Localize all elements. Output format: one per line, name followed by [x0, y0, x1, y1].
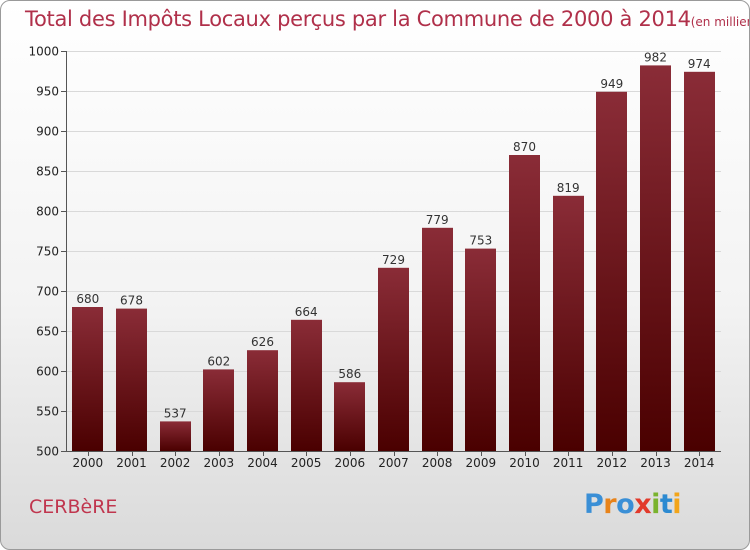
x-tick-label-2009: 2009	[466, 456, 497, 470]
x-tick-label-2012: 2012	[597, 456, 628, 470]
y-tick-label: 800	[36, 205, 59, 219]
x-tick-label-2002: 2002	[160, 456, 191, 470]
bars	[72, 65, 715, 452]
y-tick-label: 700	[36, 285, 59, 299]
bar-2010	[509, 155, 540, 451]
bar-2000	[72, 307, 103, 451]
logo-letter: x	[634, 489, 652, 520]
x-tick-label-2006: 2006	[335, 456, 366, 470]
commune-name: CERBèRE	[29, 496, 118, 518]
y-tick-label: 650	[36, 325, 59, 339]
value-label-2010: 870	[513, 140, 536, 154]
bar-2004	[247, 350, 278, 451]
axes	[61, 51, 721, 456]
bar-2011	[553, 195, 584, 451]
x-tick-label-2011: 2011	[553, 456, 584, 470]
logo-letter: i	[651, 489, 660, 520]
value-label-2006: 586	[338, 367, 361, 381]
x-tick-label-2013: 2013	[640, 456, 671, 470]
logo-letter: o	[616, 489, 635, 520]
value-label-2009: 753	[469, 234, 492, 248]
value-label-2000: 680	[76, 292, 99, 306]
value-label-2012: 949	[600, 77, 623, 91]
value-label-2013: 982	[644, 50, 667, 64]
logo-letter: i	[672, 489, 682, 520]
bar-2006	[334, 382, 365, 451]
y-tick-label: 500	[36, 445, 59, 459]
proxiti-logo: Proxiti	[584, 489, 682, 520]
value-label-2011: 819	[557, 181, 580, 195]
x-tick-label-2004: 2004	[247, 456, 278, 470]
x-tick-label-2003: 2003	[204, 456, 235, 470]
bar-2014	[684, 71, 715, 452]
chart-title-text: Total des Impôts Locaux perçus par la Co…	[25, 7, 691, 31]
x-tick-label-2008: 2008	[422, 456, 453, 470]
x-tick-label-2001: 2001	[116, 456, 147, 470]
bar-2002	[160, 421, 191, 451]
bar-2007	[378, 267, 409, 451]
value-label-2001: 678	[120, 294, 143, 308]
y-tick-label: 550	[36, 405, 59, 419]
y-tick-label: 600	[36, 365, 59, 379]
tick-labels: 500 550 600 650 700 750 800 850 900 950 1000 2000 20…	[28, 45, 714, 471]
bar-2003	[203, 369, 234, 451]
bar-2009	[465, 248, 496, 451]
logo-letter: P	[584, 489, 604, 520]
value-label-2003: 602	[207, 354, 230, 368]
logo-letter: r	[603, 489, 617, 520]
x-tick-label-2010: 2010	[509, 456, 540, 470]
value-label-2005: 664	[295, 305, 318, 319]
value-label-2007: 729	[382, 253, 405, 267]
y-tick-label: 1000	[28, 45, 59, 59]
value-label-2014: 974	[688, 57, 711, 71]
bar-2013	[640, 65, 671, 452]
y-tick-label: 950	[36, 85, 59, 99]
y-tick-label: 850	[36, 165, 59, 179]
y-tick-label: 900	[36, 125, 59, 139]
x-tick-label-2005: 2005	[291, 456, 322, 470]
value-label-2004: 626	[251, 335, 274, 349]
x-tick-label-2000: 2000	[73, 456, 104, 470]
chart-unit: (en milliers d'€)	[690, 15, 749, 29]
x-tick-label-2007: 2007	[378, 456, 409, 470]
x-tick-label-2014: 2014	[684, 456, 715, 470]
bar-2012	[596, 91, 627, 452]
value-labels: 680 678 537 602 626 664 586 729 779 753 870 819 949 9…	[76, 50, 710, 420]
chart-title: Total des Impôts Locaux perçus par la Co…	[25, 7, 749, 31]
value-label-2008: 779	[426, 213, 449, 227]
y-tick-label: 750	[36, 245, 59, 259]
logo-letter: t	[659, 489, 673, 520]
value-label-2002: 537	[164, 406, 187, 420]
bar-2001	[116, 308, 147, 451]
bar-2008	[422, 227, 453, 451]
bar-2005	[291, 319, 322, 451]
